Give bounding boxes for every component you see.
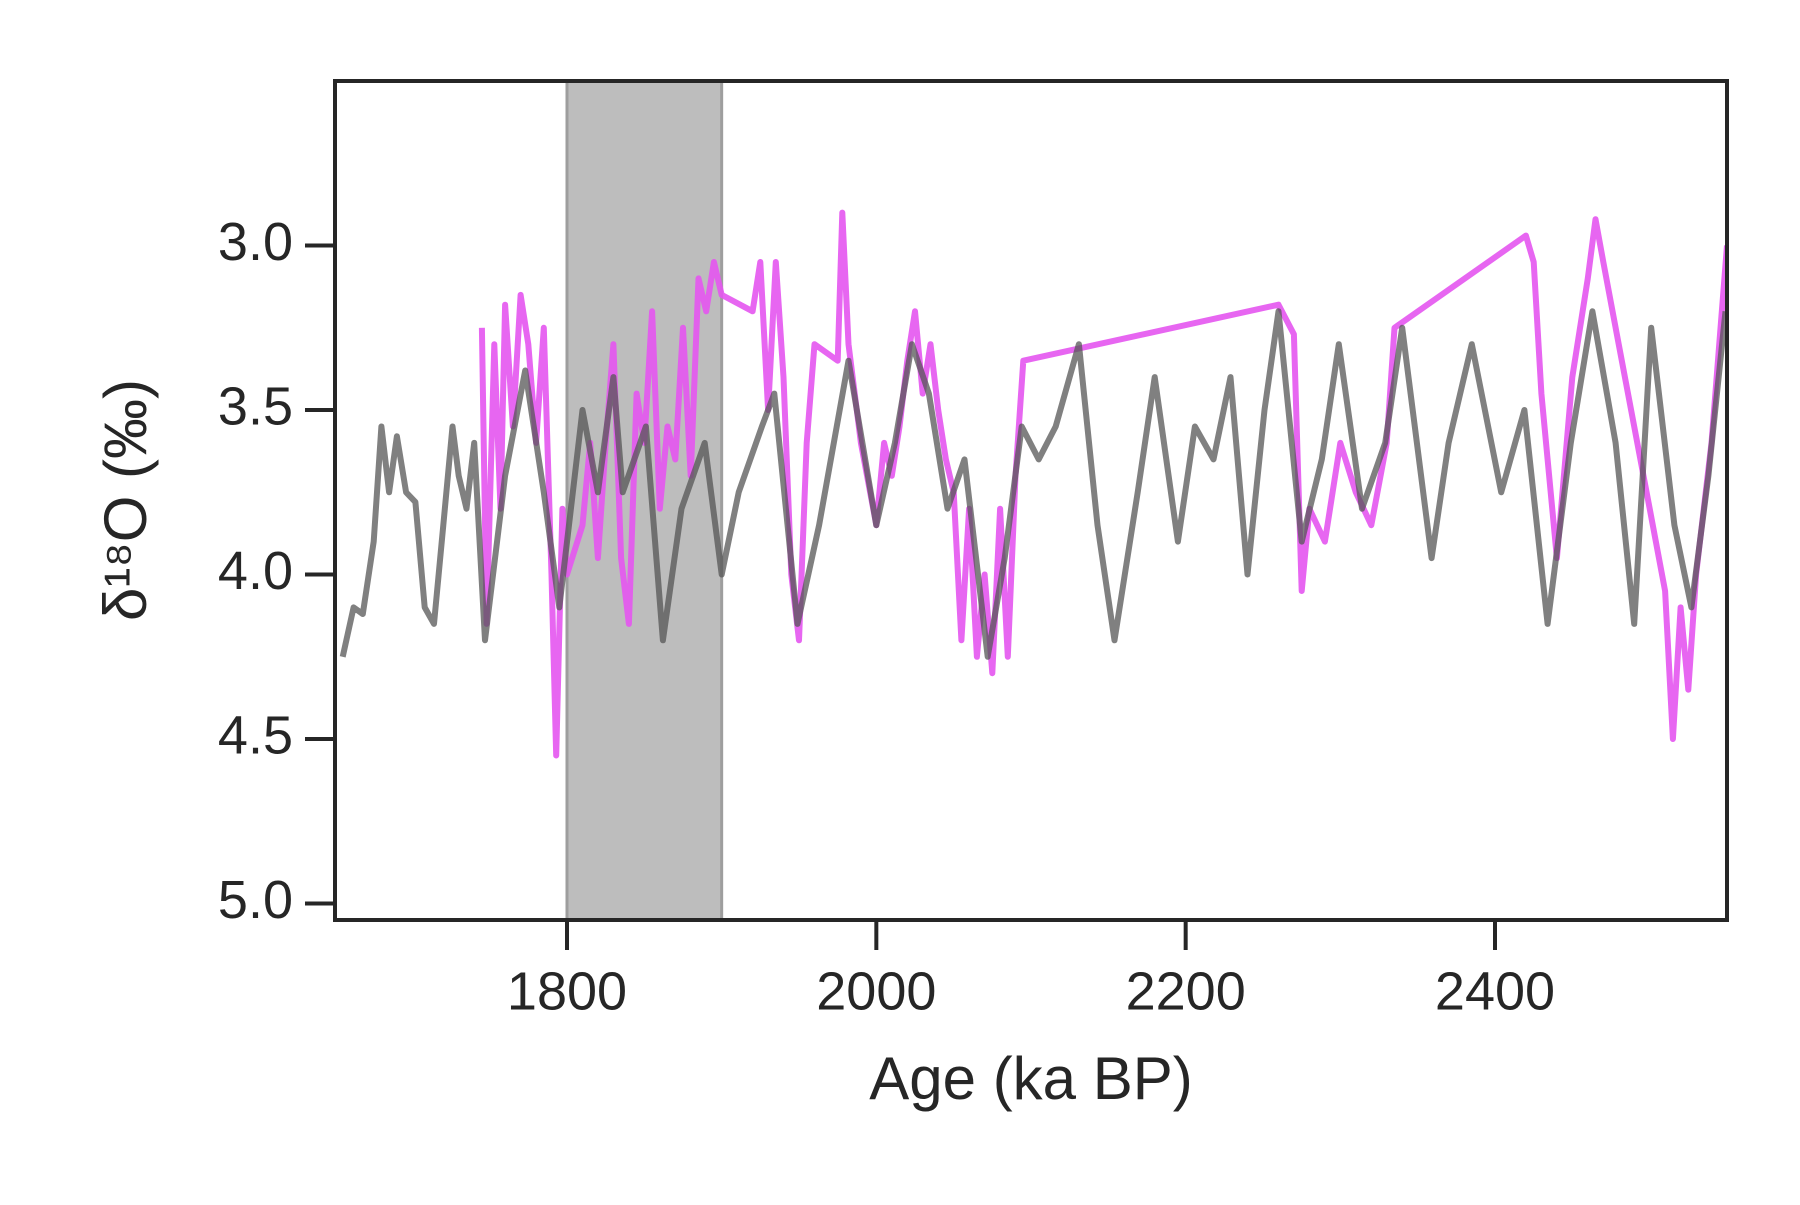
plot-frame	[333, 79, 1729, 922]
shaded-region	[565, 79, 724, 922]
y-tick-label: 4.5	[218, 705, 293, 765]
y-tick-label: 4.0	[218, 541, 293, 601]
x-tick-label: 2400	[1435, 961, 1555, 1021]
x-tick-label: 1800	[507, 961, 627, 1021]
y-tick-label: 3.0	[218, 212, 293, 272]
y-tick-label: 5.0	[218, 870, 293, 930]
x-tick-label: 2200	[1126, 961, 1246, 1021]
x-axis-label: Age (ka BP)	[869, 1045, 1192, 1112]
data-line	[339, 308, 1727, 660]
y-axis-label: δ¹⁸O (‰)	[92, 379, 159, 621]
x-tick-label: 2000	[816, 961, 936, 1021]
y-tick-label: 3.5	[218, 376, 293, 436]
